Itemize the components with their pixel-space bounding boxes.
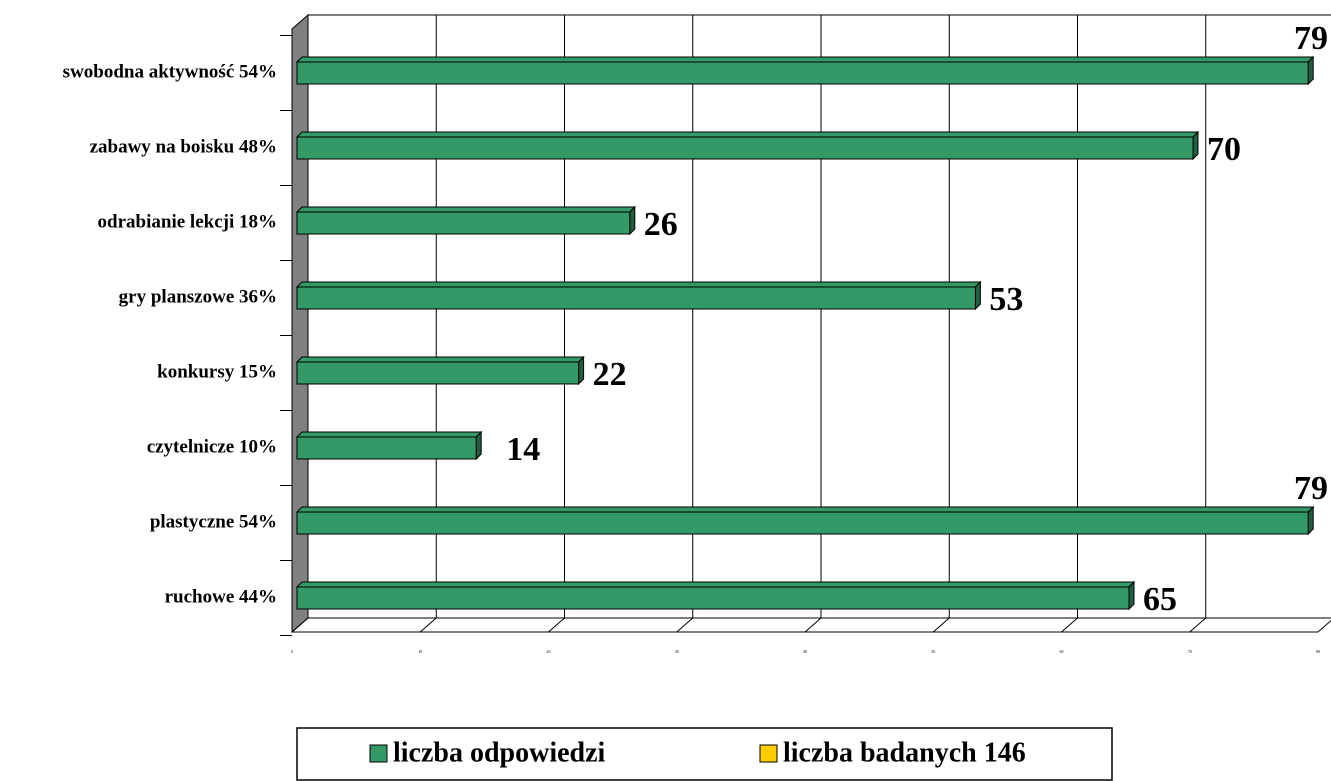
side-wall [291,13,309,634]
x-tick-label: 70 [1188,649,1192,654]
y-tick-label: plastyczne 54% [150,511,277,532]
value-label: 65 [1143,581,1177,618]
bar-side [974,280,981,311]
bar [296,211,631,235]
bar [296,586,1130,610]
bar-side [1307,505,1314,536]
bar-top [295,281,982,288]
bar-top [295,581,1136,588]
bar [296,61,1309,85]
legend-label: liczba odpowiedzi [393,737,606,768]
bar [296,436,477,460]
x-tick [548,617,565,633]
x-tick-label: 40 [803,649,807,654]
x-tick-label: 50 [931,649,935,654]
y-tick-label: zabawy na boisku 48% [90,136,277,157]
y-tick-label: odrabianie lekcji 18% [98,211,277,232]
x-tick [1317,619,1331,633]
x-tick-label: 80 [1316,649,1320,654]
legend-box [296,727,1113,781]
bar-side [1307,55,1314,86]
bar-side [1192,130,1199,161]
bar [296,511,1309,535]
x-tick [419,617,437,633]
legend-swatch [369,744,388,763]
y-tick-label: czytelnicze 10% [147,436,277,457]
x-tick-label: 10 [418,649,422,654]
y-tick-label: gry planszowe 36% [119,286,277,307]
x-tick-label: 30 [675,649,679,654]
bar-top [295,506,1315,513]
bar-top [295,356,585,363]
value-label: 79 [1294,20,1328,57]
bar [296,286,976,310]
value-label: 14 [506,431,540,468]
bar-side [1128,580,1135,611]
bar [296,361,580,385]
value-label: 79 [1294,470,1328,507]
y-tick-label: ruchowe 44% [165,586,277,607]
value-label: 70 [1207,131,1241,168]
x-tick-label: 20 [547,649,551,654]
value-label: 53 [989,281,1023,318]
value-label: 26 [644,206,678,243]
bar-top [295,431,483,438]
bar-top [295,131,1200,138]
legend-swatch [759,744,778,763]
bar [296,136,1194,160]
x-tick [804,617,822,633]
x-tick [291,617,309,633]
bar-side [578,355,585,386]
x-tick-label: 60 [1060,649,1064,654]
x-tick [1189,617,1207,633]
x-tick [1061,617,1078,633]
x-tick-label: 0 [291,649,293,654]
y-tick-label: konkursy 15% [157,361,277,382]
y-tick-label: swobodna aktywność 54% [63,61,277,82]
x-tick [676,617,694,633]
legend-label: liczba badanych 146 [783,737,1026,768]
bar-side [475,430,482,461]
x-tick [932,617,950,633]
bar-top [295,56,1315,63]
value-label: 22 [593,356,627,393]
bar-side [629,205,636,236]
bar-top [295,206,637,213]
